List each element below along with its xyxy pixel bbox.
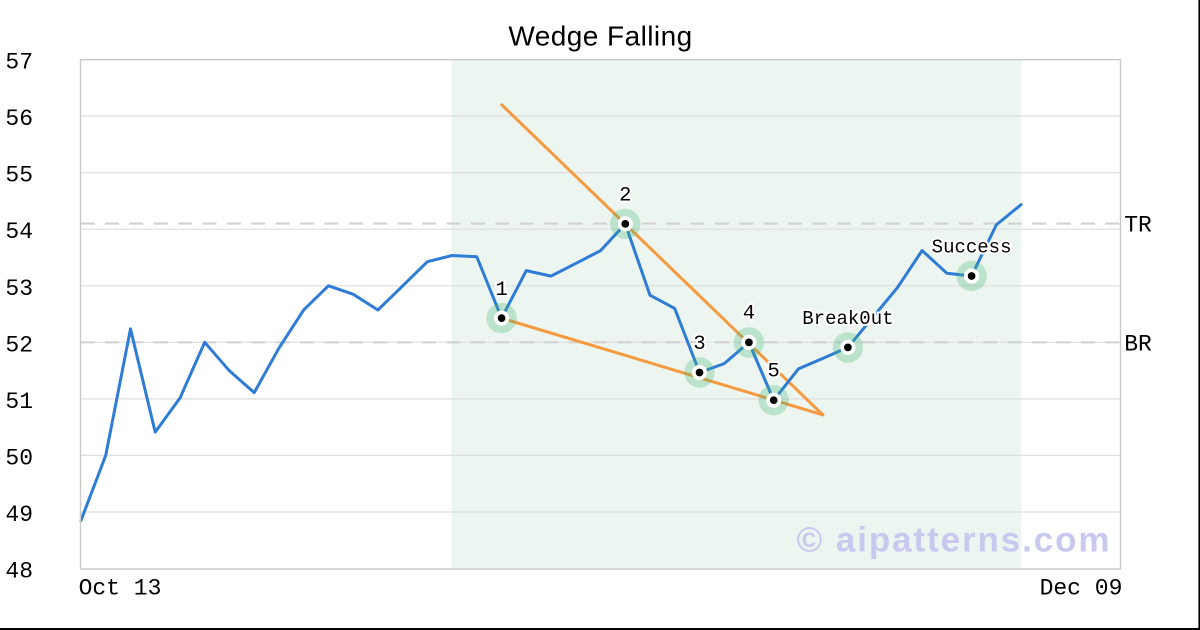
svg-text:52: 52: [5, 332, 33, 358]
svg-text:1: 1: [495, 279, 507, 302]
svg-text:53: 53: [5, 276, 33, 302]
svg-text:Oct 13: Oct 13: [79, 576, 162, 602]
svg-text:2: 2: [619, 184, 631, 207]
svg-text:© aipatterns.com: © aipatterns.com: [797, 521, 1112, 560]
svg-text:54: 54: [5, 219, 33, 245]
svg-text:3: 3: [693, 333, 705, 356]
svg-text:BR: BR: [1124, 331, 1152, 357]
svg-text:56: 56: [5, 106, 33, 132]
svg-text:5: 5: [768, 361, 780, 384]
svg-text:Success: Success: [932, 237, 1012, 259]
svg-text:Dec 09: Dec 09: [1040, 576, 1123, 602]
svg-text:55: 55: [5, 163, 33, 189]
svg-text:50: 50: [5, 445, 33, 471]
svg-text:4: 4: [743, 303, 755, 326]
svg-text:51: 51: [5, 389, 33, 415]
svg-text:49: 49: [5, 502, 33, 528]
svg-text:Wedge Falling: Wedge Falling: [508, 21, 692, 52]
svg-text:TR: TR: [1124, 213, 1152, 239]
svg-text:48: 48: [5, 559, 33, 585]
svg-text:Break0ut: Break0ut: [802, 308, 893, 330]
svg-text:57: 57: [5, 50, 33, 76]
